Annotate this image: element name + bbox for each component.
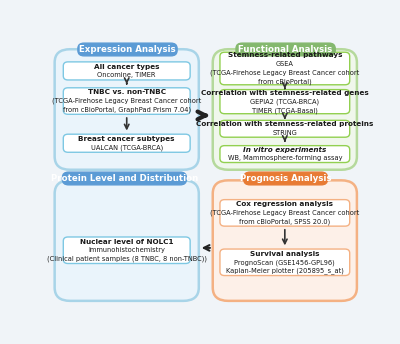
Text: Functional Analysis: Functional Analysis (238, 45, 333, 54)
Text: Nuclear level of NOLC1: Nuclear level of NOLC1 (80, 238, 174, 245)
FancyBboxPatch shape (55, 49, 199, 170)
Text: TNBC vs. non-TNBC: TNBC vs. non-TNBC (88, 89, 166, 95)
Text: Correlation with stemness-related proteins: Correlation with stemness-related protei… (196, 121, 374, 127)
Text: from cBioPortal): from cBioPortal) (258, 78, 312, 85)
Text: Kaplan-Meier plotter (205895_s_at): Kaplan-Meier plotter (205895_s_at) (226, 268, 344, 275)
Text: (TCGA-Firehose Legacy Breast Cancer cohort: (TCGA-Firehose Legacy Breast Cancer coho… (52, 98, 201, 104)
Text: GEPIA2 (TCGA-BRCA): GEPIA2 (TCGA-BRCA) (250, 98, 319, 105)
FancyBboxPatch shape (244, 172, 328, 185)
Text: Expression Analysis: Expression Analysis (79, 45, 176, 54)
Text: Correlation with stemness-related genes: Correlation with stemness-related genes (201, 90, 369, 96)
Text: In vitro experiments: In vitro experiments (243, 147, 326, 153)
Text: (Clinical patient samples (8 TNBC, 8 non-TNBC)): (Clinical patient samples (8 TNBC, 8 non… (47, 256, 207, 262)
Text: Stemness-related pathways: Stemness-related pathways (228, 52, 342, 58)
Text: (TCGA-Firehose Legacy Breast Cancer cohort: (TCGA-Firehose Legacy Breast Cancer coho… (210, 209, 360, 216)
Text: from cBioPortal, SPSS 20.0): from cBioPortal, SPSS 20.0) (239, 218, 330, 225)
FancyBboxPatch shape (55, 180, 199, 301)
FancyBboxPatch shape (220, 89, 350, 114)
FancyBboxPatch shape (213, 49, 357, 170)
FancyBboxPatch shape (220, 146, 350, 162)
Text: Cox regression analysis: Cox regression analysis (236, 201, 333, 207)
FancyBboxPatch shape (220, 200, 350, 226)
Text: STRING: STRING (272, 130, 297, 136)
Text: UALCAN (TCGA-BRCA): UALCAN (TCGA-BRCA) (90, 144, 163, 151)
Text: Oncomine, TIMER: Oncomine, TIMER (98, 72, 156, 78)
FancyBboxPatch shape (220, 52, 350, 85)
Text: Breast cancer subtypes: Breast cancer subtypes (78, 136, 175, 142)
FancyBboxPatch shape (62, 172, 186, 185)
Text: GSEA: GSEA (276, 61, 294, 67)
Text: from cBioPortal, GraphPad Prism 7.04): from cBioPortal, GraphPad Prism 7.04) (63, 107, 191, 113)
Text: WB, Mammosphere-forming assay: WB, Mammosphere-forming assay (228, 155, 342, 161)
FancyBboxPatch shape (220, 120, 350, 137)
FancyBboxPatch shape (63, 62, 190, 80)
Text: TIMER (TCGA-Basal): TIMER (TCGA-Basal) (252, 107, 318, 114)
Text: PrognoScan (GSE1456-GPL96): PrognoScan (GSE1456-GPL96) (234, 259, 335, 266)
FancyBboxPatch shape (213, 180, 357, 301)
FancyBboxPatch shape (220, 249, 350, 276)
Text: All cancer types: All cancer types (94, 64, 160, 69)
Text: Immunohistochemistry: Immunohistochemistry (88, 247, 165, 253)
FancyBboxPatch shape (236, 43, 335, 56)
FancyBboxPatch shape (78, 43, 177, 56)
FancyBboxPatch shape (63, 88, 190, 114)
FancyBboxPatch shape (63, 237, 190, 264)
Text: Prognosis Analysis: Prognosis Analysis (240, 174, 331, 183)
Text: Survival analysis: Survival analysis (250, 250, 320, 257)
Text: Protein Level and Distribution: Protein Level and Distribution (51, 174, 198, 183)
Text: (TCGA-Firehose Legacy Breast Cancer cohort: (TCGA-Firehose Legacy Breast Cancer coho… (210, 69, 360, 76)
FancyBboxPatch shape (63, 134, 190, 152)
